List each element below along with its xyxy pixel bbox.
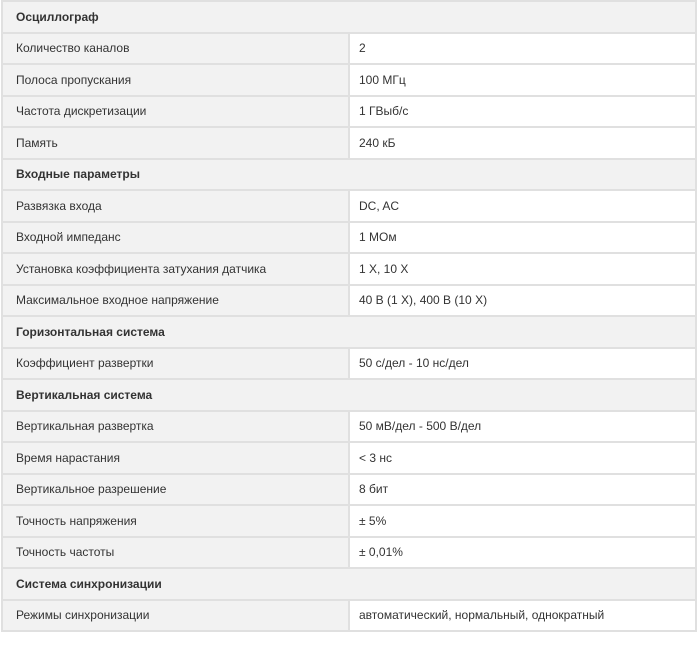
spec-name: Развязка входа (1, 189, 350, 223)
spec-value: DC, AC (348, 189, 697, 223)
spec-name: Входной импеданс (1, 220, 350, 254)
spec-row: Полоса пропускания 100 МГц (1, 63, 697, 97)
spec-value: 1 МОм (348, 220, 697, 254)
spec-row: Установка коэффициента затухания датчика… (1, 252, 697, 286)
spec-row: Память 240 кБ (1, 126, 697, 160)
spec-row: Количество каналов 2 (1, 31, 697, 65)
spec-name: Вертикальное разрешение (1, 472, 350, 506)
spec-name: Максимальное входное напряжение (1, 283, 350, 317)
spec-name: Коэффициент развертки (1, 346, 350, 380)
section-header: Система синхронизации (1, 567, 697, 601)
section-title: Система синхронизации (1, 567, 697, 601)
section-title: Вертикальная система (1, 378, 697, 412)
spec-row: Вертикальная развертка 50 мВ/дел - 500 В/… (1, 409, 697, 443)
spec-value: 1 ГВыб/с (348, 94, 697, 128)
spec-row: Входной импеданс 1 МОм (1, 220, 697, 254)
spec-value: < 3 нс (348, 441, 697, 475)
spec-row: Точность напряжения ± 5% (1, 504, 697, 538)
spec-value: ± 0,01% (348, 535, 697, 569)
section-title: Входные параметры (1, 157, 697, 191)
section-header: Вертикальная система (1, 378, 697, 412)
spec-row: Время нарастания < 3 нс (1, 441, 697, 475)
spec-value: 2 (348, 31, 697, 65)
spec-name: Время нарастания (1, 441, 350, 475)
spec-row: Точность частоты ± 0,01% (1, 535, 697, 569)
spec-value: 8 бит (348, 472, 697, 506)
spec-row: Коэффициент развертки 50 с/дел - 10 нс/де… (1, 346, 697, 380)
specs-table: Осциллограф Количество каналов 2 Полоса про… (1, 0, 697, 632)
spec-name: Точность напряжения (1, 504, 350, 538)
spec-value: 100 МГц (348, 63, 697, 97)
spec-value: 50 с/дел - 10 нс/дел (348, 346, 697, 380)
spec-name: Количество каналов (1, 31, 350, 65)
spec-value: 1 X, 10 X (348, 252, 697, 286)
spec-name: Память (1, 126, 350, 160)
spec-name: Вертикальная развертка (1, 409, 350, 443)
spec-value: ± 5% (348, 504, 697, 538)
section-title: Осциллограф (1, 0, 697, 34)
spec-name: Точность частоты (1, 535, 350, 569)
spec-row: Развязка входа DC, AC (1, 189, 697, 223)
spec-row: Частота дискретизации 1 ГВыб/с (1, 94, 697, 128)
spec-name: Режимы синхронизации (1, 598, 350, 632)
spec-value: автоматический, нормальный, однократный (348, 598, 697, 632)
spec-value: 40 В (1 X), 400 В (10 X) (348, 283, 697, 317)
section-header: Осциллограф (1, 0, 697, 34)
section-title: Горизонтальная система (1, 315, 697, 349)
spec-value: 50 мВ/дел - 500 В/дел (348, 409, 697, 443)
spec-name: Установка коэффициента затухания датчика (1, 252, 350, 286)
spec-name: Полоса пропускания (1, 63, 350, 97)
section-header: Входные параметры (1, 157, 697, 191)
spec-row: Вертикальное разрешение 8 бит (1, 472, 697, 506)
spec-row: Режимы синхронизации автоматический, норм… (1, 598, 697, 632)
section-header: Горизонтальная система (1, 315, 697, 349)
spec-name: Частота дискретизации (1, 94, 350, 128)
spec-row: Максимальное входное напряжение 40 В (1 X… (1, 283, 697, 317)
spec-value: 240 кБ (348, 126, 697, 160)
